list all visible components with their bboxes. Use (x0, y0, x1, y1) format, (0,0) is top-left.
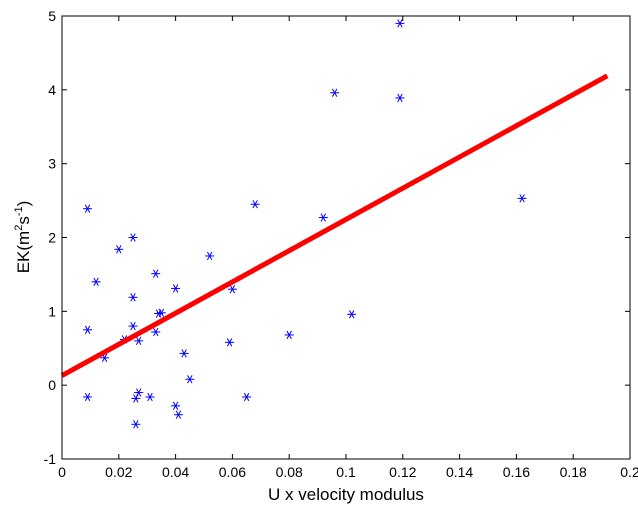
data-point-13 (134, 388, 144, 397)
data-point-17 (151, 327, 161, 337)
x-tick-label: 0.14 (446, 464, 473, 480)
data-point-32 (330, 88, 340, 97)
data-point-11 (131, 420, 141, 429)
x-tick-label: 0.08 (276, 464, 303, 480)
x-tick-label: 0 (58, 464, 66, 480)
data-point-10 (128, 321, 138, 331)
data-point-1 (83, 204, 93, 213)
data-point-33 (347, 310, 357, 319)
x-tick-label: 0.04 (162, 464, 189, 480)
data-point-2 (83, 325, 93, 334)
data-point-15 (145, 392, 155, 402)
data-point-12 (131, 394, 141, 403)
data-point-31 (318, 213, 328, 222)
data-point-8 (128, 233, 138, 242)
trend-line (60, 73, 609, 378)
data-point-26 (225, 338, 235, 347)
data-point-19 (156, 308, 166, 317)
y-tick-label: 4 (48, 82, 56, 98)
data-point-25 (205, 251, 215, 261)
y-tick-label: 2 (48, 230, 56, 246)
data-point-9 (128, 293, 138, 302)
x-tick-label: 0.06 (219, 464, 246, 480)
y-axis-title-sup-2: -1 (13, 206, 25, 216)
axes-layer: 0 0.02 0.04 0.06 0.08 0.1 0.12 0.14 0.16 0.18 0.2 -… (44, 8, 638, 480)
data-point-3 (83, 392, 93, 402)
data-point-20 (171, 284, 181, 293)
y-axis-title-part-3: ) (14, 201, 33, 207)
y-tick-label: 5 (48, 8, 56, 24)
data-point-14 (134, 336, 144, 346)
x-tick-label: 0.2 (620, 464, 638, 480)
y-tick-label: -1 (44, 451, 57, 467)
data-point-28 (242, 392, 252, 402)
x-tick-label: 0.12 (389, 464, 416, 480)
x-axis-title: U x velocity modulus (268, 485, 424, 504)
data-point-16 (151, 269, 161, 278)
data-point-6 (114, 245, 124, 254)
y-axis-title-part-1: EK(m (14, 231, 33, 274)
data-point-24 (185, 375, 195, 384)
plot-layer (60, 19, 609, 429)
data-point-34 (395, 19, 405, 28)
data-point-4 (91, 277, 101, 286)
y-tick-label: 3 (48, 156, 56, 172)
data-point-36 (517, 194, 527, 203)
x-tick-label: 0.02 (105, 464, 132, 480)
data-point-30 (284, 330, 294, 340)
x-tick-label: 0.16 (503, 464, 530, 480)
x-tick-label: 0.18 (560, 464, 587, 480)
data-point-23 (179, 349, 189, 358)
data-point-27 (227, 285, 237, 294)
y-axis-title-part-2: s (14, 216, 33, 225)
x-tick-label: 0.1 (336, 464, 356, 480)
data-point-21 (171, 401, 181, 410)
y-axis-title: EK(m2s-1) (13, 201, 33, 274)
data-point-22 (173, 410, 183, 419)
y-tick-label: 1 (48, 303, 56, 319)
data-point-35 (395, 93, 405, 103)
data-point-29 (250, 200, 260, 209)
y-tick-label: 0 (48, 377, 56, 393)
y-axis-title-sup-1: 2 (13, 225, 25, 231)
